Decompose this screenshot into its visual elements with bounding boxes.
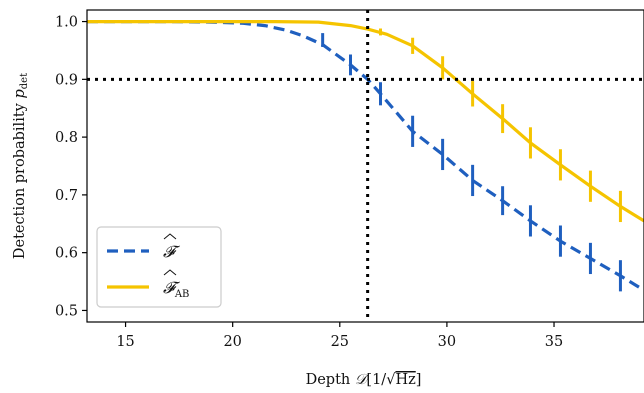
- series-line-1: [87, 20, 644, 223]
- axes-layer: 15 20 25 30 35 0.5 0.6 0.7 0.8 0.9 1.0: [55, 9, 644, 350]
- x-tick-label-3: 30: [438, 334, 456, 350]
- y-axis-label-prefix: Detection probability: [12, 99, 28, 260]
- y-tick-label-2: 0.7: [55, 188, 78, 204]
- legend-hat-0: [163, 233, 177, 240]
- x-axis-label-symbol: 𝒟: [355, 372, 369, 388]
- y-tick-label-0: 0.5: [55, 303, 78, 319]
- x-tick-label-4: 35: [545, 334, 563, 350]
- x-axis-label-unit-open: [1/√: [366, 372, 396, 388]
- y-tick-label-1: 0.6: [55, 246, 78, 262]
- y-tick-label-4: 0.9: [55, 72, 78, 88]
- legend-label-sub-1: AB: [174, 289, 190, 300]
- x-axis-label-prefix: Depth: [306, 372, 355, 388]
- y-axis-label-subscript: det: [19, 73, 30, 89]
- y-axis-label: Detection probability pdet: [12, 73, 30, 259]
- plot-frame: [86, 9, 644, 323]
- x-axis-label-unit-sqrt: Hz: [395, 372, 416, 388]
- x-tick-label-1: 20: [223, 334, 241, 350]
- y-tick-label-5: 1.0: [55, 15, 78, 31]
- y-axis-label-symbol: p: [12, 89, 28, 98]
- x-tick-label-2: 25: [331, 334, 349, 350]
- x-tick-label-0: 15: [116, 334, 134, 350]
- plot-content: [87, 10, 644, 322]
- legend-box: [96, 226, 222, 308]
- x-axis-label-unit-close: ]: [416, 372, 422, 388]
- y-tick-label-3: 0.8: [55, 130, 78, 146]
- plot-layer: [87, 10, 644, 322]
- axis-labels: Depth 𝒟[1/√Hz] Detection probability pdet: [12, 73, 421, 388]
- x-axis-label: Depth 𝒟[1/√Hz]: [306, 372, 422, 388]
- legend-hat-1: [163, 269, 177, 276]
